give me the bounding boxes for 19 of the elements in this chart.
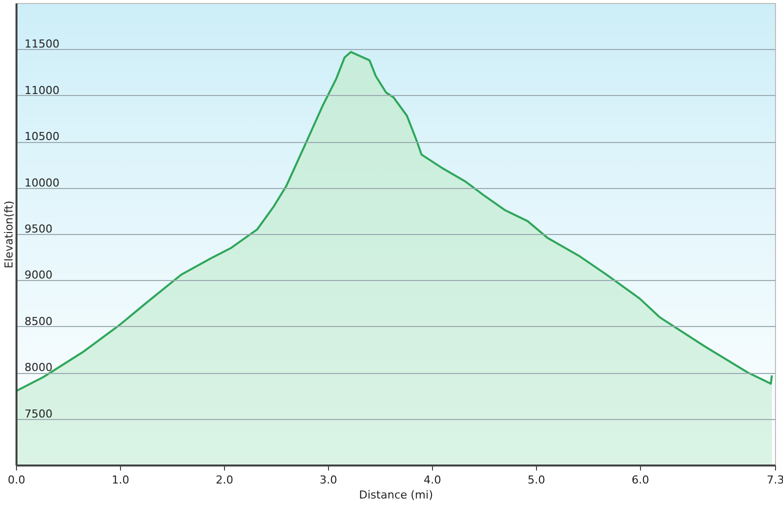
x-tick-label: 1.0 bbox=[112, 474, 130, 486]
x-tick-label: 5.0 bbox=[528, 474, 546, 486]
y-axis-title: Elevation(ft) bbox=[2, 200, 16, 268]
y-tick-label: 9000 bbox=[24, 268, 52, 282]
y-tick-label: 11000 bbox=[24, 84, 60, 97]
x-tick-label: 0.0 bbox=[8, 474, 26, 486]
y-tick-label: 11500 bbox=[24, 38, 60, 51]
y-tick-label: 10000 bbox=[24, 176, 60, 190]
y-tick-label: 9500 bbox=[24, 222, 52, 236]
x-axis-title: Distance (mi) bbox=[359, 488, 433, 502]
y-tick-label: 7500 bbox=[24, 407, 52, 420]
x-tick-label: 3.0 bbox=[320, 474, 338, 486]
x-tick-label: 6.0 bbox=[632, 474, 650, 486]
y-tick-label: 8500 bbox=[24, 314, 52, 328]
y-tick-label: 10500 bbox=[24, 130, 60, 144]
y-tick-label: 8000 bbox=[24, 361, 52, 374]
x-tick-label: 2.0 bbox=[216, 474, 234, 486]
x-tick-label: 7.3 bbox=[766, 474, 783, 486]
x-tick-label: 4.0 bbox=[424, 474, 442, 486]
